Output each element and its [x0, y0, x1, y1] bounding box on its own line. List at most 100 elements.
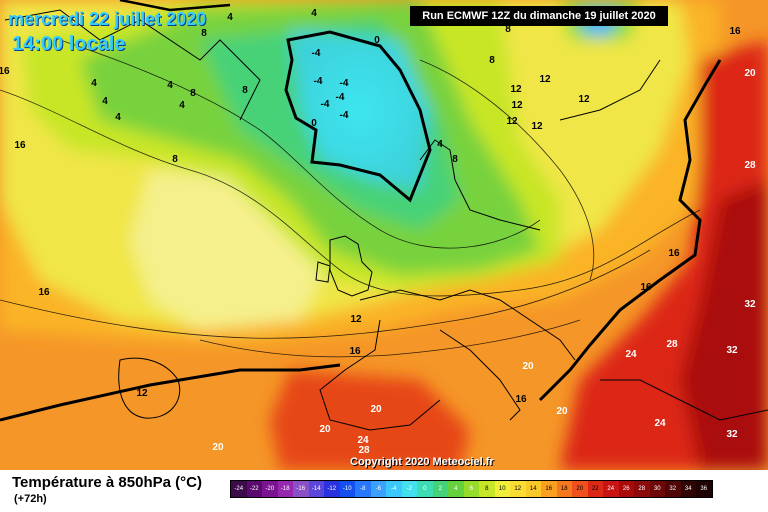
isotherm-label: 12: [578, 94, 590, 105]
scale-tick-label: 20: [576, 486, 584, 492]
scale-tick-label: -22: [249, 486, 259, 492]
scale-swatch: 30: [649, 481, 665, 497]
isotherm-label: 16: [668, 248, 680, 259]
scale-tick-label: -6: [375, 486, 381, 492]
scale-swatch: -12: [324, 481, 340, 497]
scale-swatch: 32: [665, 481, 681, 497]
scale-swatch: -4: [386, 481, 402, 497]
scale-swatch: -2: [401, 481, 417, 497]
scale-tick-label: 34: [684, 486, 692, 492]
isotherm-north: [119, 0, 231, 12]
isotherm-label: 16: [640, 282, 652, 293]
isotherm-label: 28: [666, 339, 678, 350]
scale-tick-label: 22: [591, 486, 599, 492]
isotherm-label: 32: [726, 429, 738, 440]
isotherm-label: 4: [311, 8, 317, 19]
isotherm-label: 4: [227, 12, 233, 23]
isotherm-label: 24: [654, 418, 666, 429]
isotherm-label: 16: [349, 346, 361, 357]
isotherm-label: 28: [744, 160, 756, 171]
isotherm-label: 12: [506, 116, 518, 127]
isotherm-label: 8: [201, 28, 207, 39]
isotherm-label: 16: [515, 394, 527, 405]
isotherm-label: 16: [729, 26, 741, 37]
scale-tick-label: 24: [607, 486, 615, 492]
scale-swatch: 2: [432, 481, 448, 497]
isotherm-label: 8: [505, 24, 511, 35]
scale-swatch: 26: [618, 481, 634, 497]
scale-tick-label: -24: [234, 486, 244, 492]
copyright-text: Copyright 2020 Meteociel.fr: [350, 456, 494, 468]
isotherm-label: 20: [370, 404, 382, 415]
scale-swatch: 16: [541, 481, 557, 497]
forecast-time: 14:00 locale: [12, 33, 126, 55]
scale-swatch: 4: [448, 481, 464, 497]
isotherm-label: 20: [556, 406, 568, 417]
scale-tick-label: 36: [700, 486, 708, 492]
isotherm-label: 0: [374, 35, 380, 46]
scale-swatch: -8: [355, 481, 371, 497]
isotherm-label: 16: [14, 140, 26, 151]
scale-tick-label: 30: [653, 486, 661, 492]
contour-labels: 1620283232322824241616201620202024282016…: [0, 8, 756, 456]
color-scale-legend: -24 -22 -20 -18 -16 -14 -12 -10 -8 -6 -4 -2 0 2 4 6 8 10 1…: [230, 480, 713, 498]
isotherm-label: 12: [531, 121, 543, 132]
isotherm-label: 12: [350, 314, 362, 325]
scale-tick-label: -16: [296, 486, 306, 492]
isotherm-label: 16: [38, 287, 50, 298]
scale-swatch: 28: [634, 481, 650, 497]
isotherm-label: 8: [489, 55, 495, 66]
isotherm-label: 8: [242, 85, 248, 96]
isotherm-label: 4: [167, 80, 173, 91]
isotherm-label: 12: [539, 74, 551, 85]
scale-swatch: 34: [680, 481, 696, 497]
scale-tick-label: -18: [280, 486, 290, 492]
scale-tick-label: 6: [469, 486, 473, 492]
scale-swatch: -18: [277, 481, 293, 497]
forecast-date: mercredi 22 juillet 2020: [8, 9, 207, 29]
model-run-info: Run ECMWF 12Z du dimanche 19 juillet 202…: [410, 6, 668, 26]
scale-swatch: -16: [293, 481, 309, 497]
scale-tick-label: 10: [498, 486, 506, 492]
isotherm-label: -4: [340, 110, 349, 121]
isotherm-label: 4: [179, 100, 185, 111]
isotherm-label: 32: [744, 299, 756, 310]
isotherm-label: 28: [358, 445, 370, 456]
scale-swatch: -22: [246, 481, 262, 497]
isotherm-label: 24: [357, 435, 369, 446]
scale-swatch: 8: [479, 481, 495, 497]
scale-tick-label: 0: [423, 486, 427, 492]
scale-swatch: -20: [262, 481, 278, 497]
isotherm-label: 4: [437, 139, 443, 150]
scale-tick-label: 2: [438, 486, 442, 492]
isotherm-label: 20: [522, 361, 534, 372]
isotherm-label: 20: [319, 424, 331, 435]
scale-tick-label: 18: [560, 486, 568, 492]
thin-contours: [0, 39, 701, 358]
coastlines: [4, 9, 768, 431]
forecast-step: (+72h): [14, 493, 47, 505]
scale-swatch: 20: [572, 481, 588, 497]
scale-tick-label: 14: [529, 486, 537, 492]
scale-swatch: 22: [587, 481, 603, 497]
variable-title: Température à 850hPa (°C): [12, 474, 202, 491]
isotherm-label: 0: [311, 118, 317, 129]
scale-swatch: 24: [603, 481, 619, 497]
scale-swatch: 6: [463, 481, 479, 497]
scale-tick-label: -4: [391, 486, 397, 492]
isotherm-label: 12: [511, 100, 523, 111]
scale-swatch: 0: [417, 481, 433, 497]
isotherm-label: 12: [510, 84, 522, 95]
scale-tick-label: -8: [360, 486, 366, 492]
isotherm-label: 4: [102, 96, 108, 107]
isotherm-label: 8: [190, 88, 196, 99]
isotherm-label: -4: [321, 99, 330, 110]
scale-tick-label: -12: [327, 486, 337, 492]
isotherm-label: 4: [91, 78, 97, 89]
isotherm-label: 8: [172, 154, 178, 165]
isotherm-label: 16: [0, 66, 10, 77]
isotherm-label: 20: [744, 68, 756, 79]
scale-swatch: -10: [339, 481, 355, 497]
scale-tick-label: -14: [311, 486, 321, 492]
isotherm-label: -4: [336, 92, 345, 103]
